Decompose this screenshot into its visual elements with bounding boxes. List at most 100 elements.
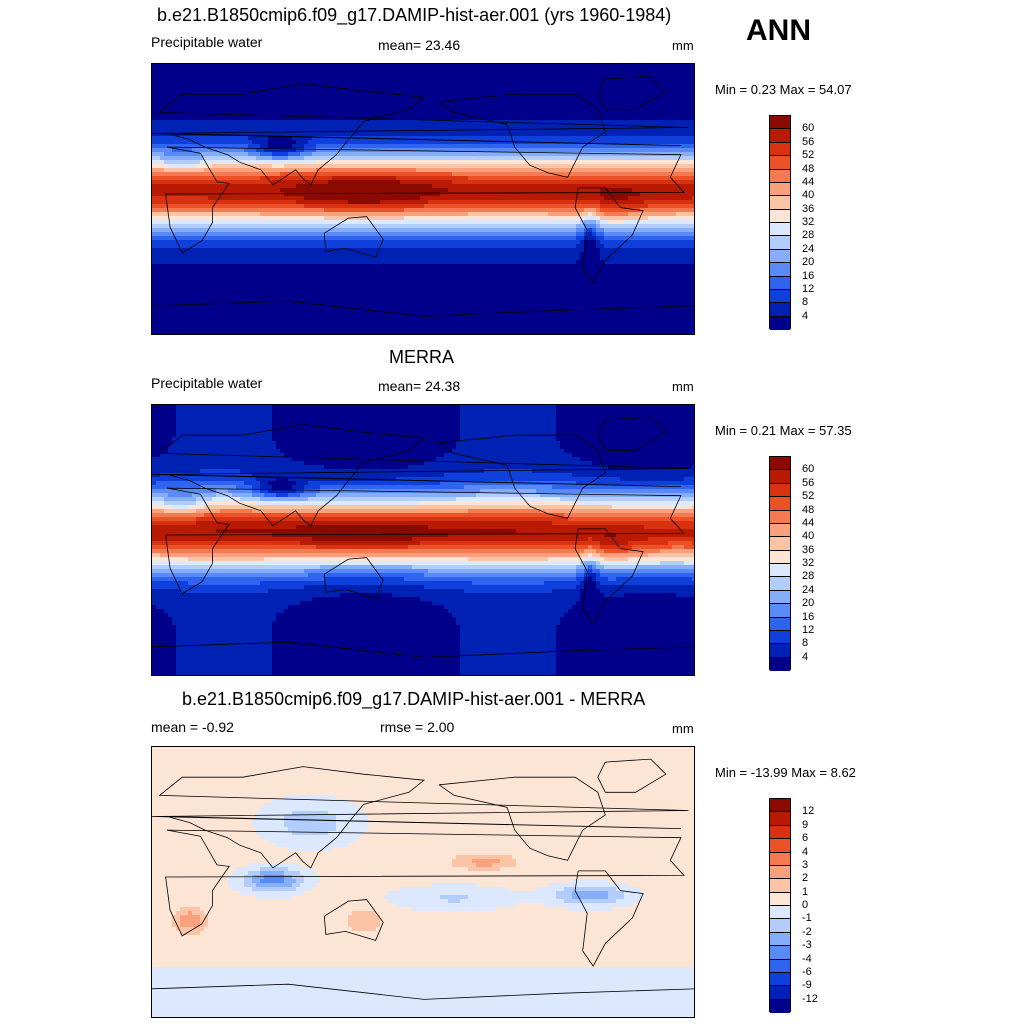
colorbar-swatch xyxy=(770,457,790,471)
colorbar-tick-label: 1 xyxy=(802,886,808,898)
colorbar-tick-label: 8 xyxy=(802,638,808,649)
colorbar-swatch xyxy=(770,276,790,290)
colorbar-swatch xyxy=(770,564,790,578)
colorbar-swatch xyxy=(770,209,790,223)
colorbar-swatch xyxy=(770,839,790,853)
colorbar-swatch xyxy=(770,316,790,330)
colorbar-tick-label: 8 xyxy=(802,297,808,308)
colorbar-swatch xyxy=(770,590,790,605)
colorbar-tick-label: 16 xyxy=(802,270,814,282)
panel3-mean-label: mean = -0.92 xyxy=(151,719,234,735)
panel1-variable-label: Precipitable water xyxy=(151,34,262,50)
colorbar-swatch xyxy=(770,799,790,813)
colorbar-tick-label: 40 xyxy=(802,190,814,201)
colorbar-swatch xyxy=(770,156,790,170)
panel1-contour-map xyxy=(152,64,694,334)
colorbar-swatch xyxy=(770,303,790,317)
panel1-mean-label: mean= 23.46 xyxy=(378,37,460,53)
colorbar-swatch xyxy=(770,919,790,933)
colorbar-tick-label: 60 xyxy=(802,464,814,475)
panel1-title: b.e21.B1850cmip6.f09_g17.DAMIP-hist-aer.… xyxy=(157,5,671,26)
colorbar-tick-label: 20 xyxy=(802,598,814,609)
panel3-title: b.e21.B1850cmip6.f09_g17.DAMIP-hist-aer.… xyxy=(182,689,645,710)
panel1-units-label: mm xyxy=(672,38,694,53)
colorbar-tick-label: 28 xyxy=(802,230,814,241)
panel3-map xyxy=(151,746,695,1018)
colorbar-tick-label: 36 xyxy=(802,544,814,556)
panel3-units-label: mm xyxy=(672,721,694,736)
colorbar-swatch xyxy=(770,497,790,511)
colorbar-swatch xyxy=(770,510,790,524)
panel2-colorbar xyxy=(769,456,791,671)
colorbar-tick-label: 52 xyxy=(802,491,814,502)
colorbar-tick-label: 9 xyxy=(802,819,808,831)
colorbar-tick-label: 0 xyxy=(802,900,808,911)
panel2-contour-map xyxy=(152,405,694,675)
panel1-colorbar xyxy=(769,115,791,330)
colorbar-swatch xyxy=(770,865,790,880)
colorbar-swatch xyxy=(770,236,790,250)
colorbar-tick-label: 56 xyxy=(802,136,814,148)
colorbar-swatch xyxy=(770,972,790,987)
panel2-title: MERRA xyxy=(389,347,454,368)
colorbar-tick-label: -9 xyxy=(802,980,812,991)
colorbar-tick-label: 16 xyxy=(802,611,814,623)
colorbar-swatch xyxy=(770,470,790,484)
colorbar-tick-label: 12 xyxy=(802,283,814,295)
panel2-units-label: mm xyxy=(672,379,694,394)
colorbar-tick-label: -4 xyxy=(802,953,812,965)
colorbar-tick-label: -3 xyxy=(802,940,812,951)
colorbar-tick-label: 32 xyxy=(802,558,814,569)
colorbar-swatch xyxy=(770,116,790,130)
colorbar-tick-label: 48 xyxy=(802,163,814,175)
colorbar-swatch xyxy=(770,906,790,920)
panel2-mean-label: mean= 24.38 xyxy=(378,378,460,394)
colorbar-swatch xyxy=(770,263,790,277)
panel2-variable-label: Precipitable water xyxy=(151,375,262,391)
colorbar-tick-label: 4 xyxy=(802,651,808,663)
colorbar-swatch xyxy=(770,630,790,645)
colorbar-swatch xyxy=(770,852,790,866)
colorbar-swatch xyxy=(770,999,790,1013)
colorbar-swatch xyxy=(770,550,790,564)
colorbar-swatch xyxy=(770,523,790,538)
colorbar-swatch xyxy=(770,825,790,840)
colorbar-tick-label: 28 xyxy=(802,571,814,582)
season-label: ANN xyxy=(746,14,811,48)
colorbar-swatch xyxy=(770,959,790,973)
panel2-minmax: Min = 0.21 Max = 57.35 xyxy=(715,423,852,438)
colorbar-tick-label: 44 xyxy=(802,176,814,188)
colorbar-tick-label: 20 xyxy=(802,257,814,268)
colorbar-swatch xyxy=(770,986,790,1000)
colorbar-swatch xyxy=(770,657,790,671)
panel2-map xyxy=(151,404,695,676)
colorbar-tick-label: -2 xyxy=(802,926,812,938)
colorbar-swatch xyxy=(770,223,790,237)
colorbar-swatch xyxy=(770,879,790,893)
colorbar-swatch xyxy=(770,537,790,551)
colorbar-tick-label: 60 xyxy=(802,123,814,134)
colorbar-tick-label: -12 xyxy=(802,993,818,1005)
colorbar-tick-label: 4 xyxy=(802,310,808,322)
panel1-map xyxy=(151,63,695,335)
colorbar-swatch xyxy=(770,196,790,210)
colorbar-tick-label: 52 xyxy=(802,150,814,161)
panel3-contour-map xyxy=(152,747,694,1017)
colorbar-swatch xyxy=(770,932,790,947)
colorbar-swatch xyxy=(770,129,790,143)
colorbar-tick-label: 24 xyxy=(802,584,814,596)
colorbar-swatch xyxy=(770,812,790,826)
colorbar-swatch xyxy=(770,946,790,960)
colorbar-tick-label: 12 xyxy=(802,624,814,636)
panel3-minmax: Min = -13.99 Max = 8.62 xyxy=(715,765,856,780)
colorbar-swatch xyxy=(770,577,790,591)
colorbar-swatch xyxy=(770,644,790,658)
colorbar-swatch xyxy=(770,617,790,631)
colorbar-tick-label: 2 xyxy=(802,873,808,884)
colorbar-tick-label: -6 xyxy=(802,966,812,978)
colorbar-tick-label: 56 xyxy=(802,477,814,489)
colorbar-swatch xyxy=(770,142,790,157)
colorbar-tick-label: 4 xyxy=(802,846,808,858)
colorbar-swatch xyxy=(770,249,790,264)
colorbar-swatch xyxy=(770,892,790,906)
